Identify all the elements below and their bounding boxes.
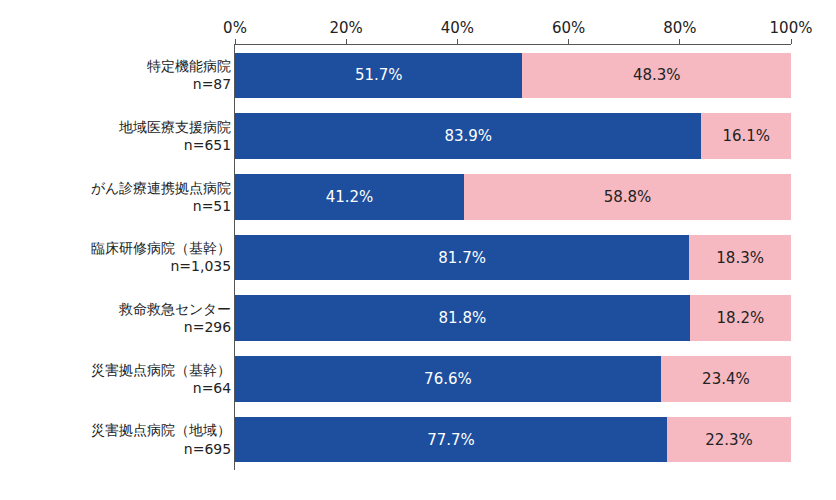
svg-text:80%: 80% — [663, 19, 696, 37]
svg-text:81.7%: 81.7% — [438, 249, 486, 267]
svg-text:災害拠点病院（基幹）n=64: 災害拠点病院（基幹）n=64 — [91, 362, 231, 396]
svg-text:51.7%: 51.7% — [355, 66, 403, 84]
svg-text:16.1%: 16.1% — [722, 127, 770, 145]
svg-text:救命救急センターn=296: 救命救急センターn=296 — [118, 301, 231, 335]
svg-text:18.2%: 18.2% — [717, 309, 765, 327]
svg-text:77.7%: 77.7% — [427, 431, 475, 449]
svg-text:20%: 20% — [330, 19, 363, 37]
svg-text:58.8%: 58.8% — [604, 188, 652, 206]
svg-text:特定機能病院n=87: 特定機能病院n=87 — [147, 58, 231, 92]
svg-text:100%: 100% — [770, 19, 813, 37]
svg-text:災害拠点病院（地域）n=695: 災害拠点病院（地域）n=695 — [91, 422, 231, 456]
svg-text:22.3%: 22.3% — [705, 431, 753, 449]
svg-text:がん診療連携拠点病院n=51: がん診療連携拠点病院n=51 — [91, 180, 231, 214]
svg-text:地域医療支援病院n=651: 地域医療支援病院n=651 — [118, 119, 231, 153]
svg-text:76.6%: 76.6% — [424, 370, 472, 388]
svg-text:41.2%: 41.2% — [326, 188, 374, 206]
svg-text:81.8%: 81.8% — [439, 309, 487, 327]
svg-text:40%: 40% — [441, 19, 474, 37]
svg-text:48.3%: 48.3% — [633, 66, 681, 84]
svg-text:18.3%: 18.3% — [716, 249, 764, 267]
svg-text:臨床研修病院（基幹）n=1,035: 臨床研修病院（基幹）n=1,035 — [91, 240, 231, 274]
svg-text:83.9%: 83.9% — [444, 127, 492, 145]
svg-text:60%: 60% — [552, 19, 585, 37]
svg-text:23.4%: 23.4% — [702, 370, 750, 388]
svg-text:0%: 0% — [223, 19, 247, 37]
